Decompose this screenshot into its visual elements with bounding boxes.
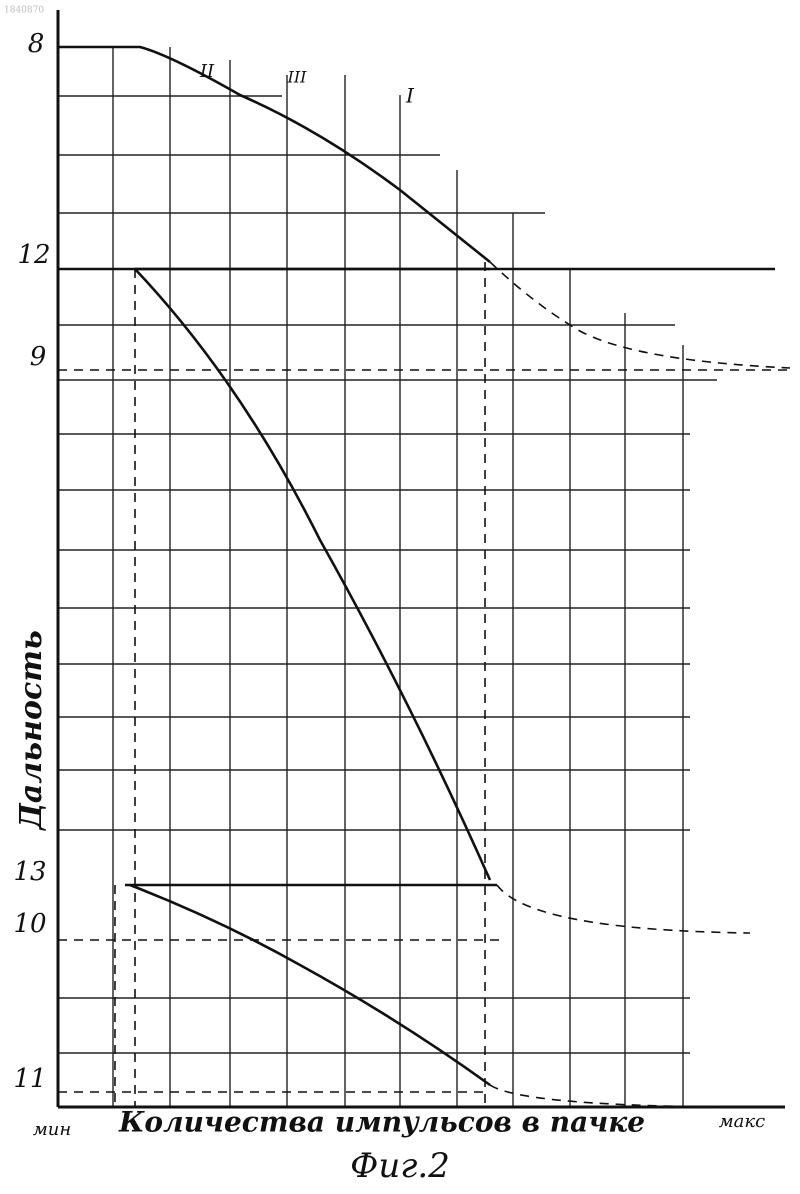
x-axis-label: Количества импульсов в пачке <box>118 1106 645 1139</box>
curve-label: II <box>199 61 215 82</box>
curve-label: III <box>287 68 308 87</box>
figure: 1840870 8 12 9 13 <box>0 0 800 1194</box>
numeral: 8 <box>28 29 45 59</box>
numeral: 10 <box>13 909 46 939</box>
y-axis-label: Дальность <box>14 630 49 832</box>
numeral: 9 <box>30 342 47 372</box>
curve-label: I <box>405 84 415 108</box>
x-max-label: макс <box>719 1111 766 1132</box>
numeral: 11 <box>13 1064 46 1094</box>
numeral: 12 <box>17 240 50 270</box>
numeral: 13 <box>13 857 46 887</box>
document-number: 1840870 <box>4 6 44 16</box>
caption: Фиг.2 <box>350 1146 450 1186</box>
x-min-label: мин <box>33 1119 71 1140</box>
